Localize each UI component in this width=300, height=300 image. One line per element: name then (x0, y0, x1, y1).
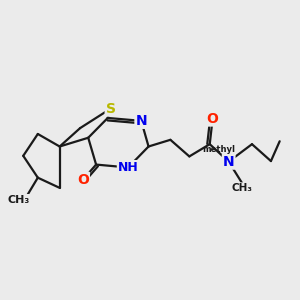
Text: CH₃: CH₃ (7, 194, 29, 205)
Text: S: S (106, 102, 116, 116)
Text: CH₃: CH₃ (231, 183, 252, 193)
Text: O: O (77, 173, 89, 187)
Text: N: N (135, 114, 147, 128)
Text: methyl: methyl (202, 145, 235, 154)
Text: N: N (223, 155, 235, 169)
Text: NH: NH (118, 161, 139, 174)
Text: O: O (207, 112, 219, 125)
